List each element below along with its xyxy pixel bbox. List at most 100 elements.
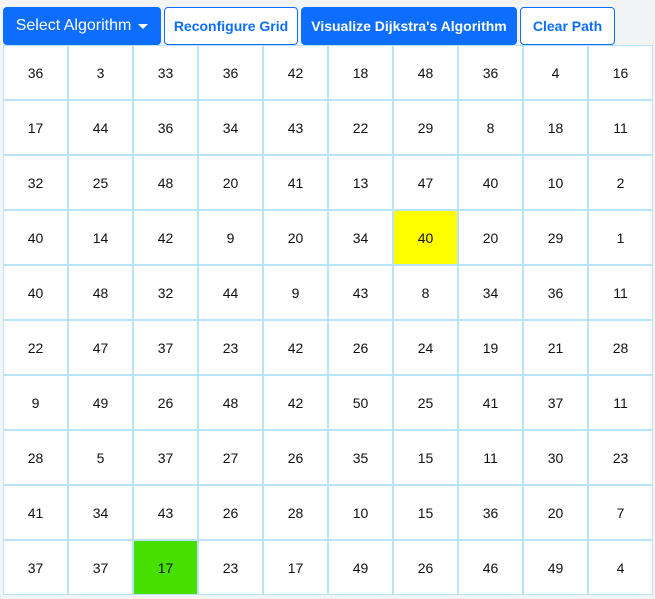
grid-cell[interactable]: 40 xyxy=(3,210,68,265)
grid-cell[interactable]: 34 xyxy=(68,485,133,540)
grid-cell[interactable]: 32 xyxy=(3,155,68,210)
grid-cell[interactable]: 34 xyxy=(328,210,393,265)
grid-cell[interactable]: 11 xyxy=(588,265,653,320)
grid-cell[interactable]: 9 xyxy=(263,265,328,320)
grid-cell[interactable]: 21 xyxy=(523,320,588,375)
end-node-cell[interactable]: 40 xyxy=(393,210,458,265)
grid-cell[interactable]: 41 xyxy=(263,155,328,210)
grid-cell[interactable]: 34 xyxy=(458,265,523,320)
grid-cell[interactable]: 46 xyxy=(458,540,523,595)
grid-cell[interactable]: 28 xyxy=(588,320,653,375)
grid-cell[interactable]: 30 xyxy=(523,430,588,485)
grid-cell[interactable]: 33 xyxy=(133,45,198,100)
grid-cell[interactable]: 36 xyxy=(523,265,588,320)
grid-cell[interactable]: 14 xyxy=(68,210,133,265)
grid-cell[interactable]: 37 xyxy=(133,430,198,485)
grid-cell[interactable]: 26 xyxy=(133,375,198,430)
grid-cell[interactable]: 42 xyxy=(263,320,328,375)
grid-cell[interactable]: 11 xyxy=(588,375,653,430)
grid-cell[interactable]: 20 xyxy=(263,210,328,265)
grid-cell[interactable]: 48 xyxy=(133,155,198,210)
grid-cell[interactable]: 47 xyxy=(393,155,458,210)
start-node-cell[interactable]: 17 xyxy=(133,540,198,595)
grid-cell[interactable]: 42 xyxy=(263,45,328,100)
clear-path-button[interactable]: Clear Path xyxy=(520,7,615,45)
grid-cell[interactable]: 50 xyxy=(328,375,393,430)
grid-cell[interactable]: 35 xyxy=(328,430,393,485)
grid-cell[interactable]: 10 xyxy=(328,485,393,540)
grid-cell[interactable]: 42 xyxy=(263,375,328,430)
grid-cell[interactable]: 43 xyxy=(133,485,198,540)
grid-cell[interactable]: 13 xyxy=(328,155,393,210)
grid-cell[interactable]: 20 xyxy=(523,485,588,540)
grid-cell[interactable]: 1 xyxy=(588,210,653,265)
grid-cell[interactable]: 23 xyxy=(198,320,263,375)
grid-cell[interactable]: 23 xyxy=(198,540,263,595)
grid-cell[interactable]: 26 xyxy=(393,540,458,595)
grid-cell[interactable]: 10 xyxy=(523,155,588,210)
grid-cell[interactable]: 5 xyxy=(68,430,133,485)
grid-cell[interactable]: 22 xyxy=(328,100,393,155)
grid-cell[interactable]: 15 xyxy=(393,485,458,540)
grid-cell[interactable]: 26 xyxy=(263,430,328,485)
grid-cell[interactable]: 8 xyxy=(458,100,523,155)
grid-cell[interactable]: 9 xyxy=(198,210,263,265)
grid-cell[interactable]: 42 xyxy=(133,210,198,265)
grid-cell[interactable]: 37 xyxy=(133,320,198,375)
grid-cell[interactable]: 41 xyxy=(458,375,523,430)
grid-cell[interactable]: 36 xyxy=(133,100,198,155)
visualize-algorithm-button[interactable]: Visualize Dijkstra's Algorithm xyxy=(301,7,517,45)
grid-cell[interactable]: 37 xyxy=(68,540,133,595)
grid-cell[interactable]: 17 xyxy=(263,540,328,595)
grid-cell[interactable]: 43 xyxy=(328,265,393,320)
grid-cell[interactable]: 29 xyxy=(393,100,458,155)
grid-cell[interactable]: 7 xyxy=(588,485,653,540)
grid-cell[interactable]: 19 xyxy=(458,320,523,375)
grid-cell[interactable]: 16 xyxy=(588,45,653,100)
grid-cell[interactable]: 37 xyxy=(3,540,68,595)
grid-cell[interactable]: 26 xyxy=(198,485,263,540)
grid-cell[interactable]: 26 xyxy=(328,320,393,375)
grid-cell[interactable]: 43 xyxy=(263,100,328,155)
grid-cell[interactable]: 47 xyxy=(68,320,133,375)
grid-cell[interactable]: 48 xyxy=(198,375,263,430)
grid-cell[interactable]: 41 xyxy=(3,485,68,540)
grid-cell[interactable]: 9 xyxy=(3,375,68,430)
grid-cell[interactable]: 20 xyxy=(198,155,263,210)
reconfigure-grid-button[interactable]: Reconfigure Grid xyxy=(164,7,298,45)
grid-cell[interactable]: 49 xyxy=(328,540,393,595)
grid-cell[interactable]: 28 xyxy=(3,430,68,485)
grid-cell[interactable]: 44 xyxy=(198,265,263,320)
grid-cell[interactable]: 34 xyxy=(198,100,263,155)
grid-cell[interactable]: 36 xyxy=(458,45,523,100)
grid-cell[interactable]: 18 xyxy=(523,100,588,155)
grid-cell[interactable]: 3 xyxy=(68,45,133,100)
grid-cell[interactable]: 48 xyxy=(68,265,133,320)
grid-cell[interactable]: 32 xyxy=(133,265,198,320)
grid-cell[interactable]: 25 xyxy=(68,155,133,210)
grid-cell[interactable]: 22 xyxy=(3,320,68,375)
grid-cell[interactable]: 28 xyxy=(263,485,328,540)
grid-cell[interactable]: 15 xyxy=(393,430,458,485)
grid-cell[interactable]: 40 xyxy=(3,265,68,320)
grid-cell[interactable]: 23 xyxy=(588,430,653,485)
grid-cell[interactable]: 18 xyxy=(328,45,393,100)
grid-cell[interactable]: 17 xyxy=(3,100,68,155)
grid-cell[interactable]: 27 xyxy=(198,430,263,485)
grid-cell[interactable]: 36 xyxy=(3,45,68,100)
grid-cell[interactable]: 36 xyxy=(458,485,523,540)
grid-cell[interactable]: 40 xyxy=(458,155,523,210)
grid-cell[interactable]: 36 xyxy=(198,45,263,100)
grid-cell[interactable]: 49 xyxy=(68,375,133,430)
grid-cell[interactable]: 25 xyxy=(393,375,458,430)
grid-cell[interactable]: 8 xyxy=(393,265,458,320)
grid-cell[interactable]: 29 xyxy=(523,210,588,265)
grid-cell[interactable]: 24 xyxy=(393,320,458,375)
select-algorithm-dropdown[interactable]: Select Algorithm xyxy=(3,7,161,45)
grid-cell[interactable]: 2 xyxy=(588,155,653,210)
grid-cell[interactable]: 48 xyxy=(393,45,458,100)
grid-cell[interactable]: 49 xyxy=(523,540,588,595)
grid-cell[interactable]: 11 xyxy=(588,100,653,155)
grid-cell[interactable]: 44 xyxy=(68,100,133,155)
grid-cell[interactable]: 11 xyxy=(458,430,523,485)
